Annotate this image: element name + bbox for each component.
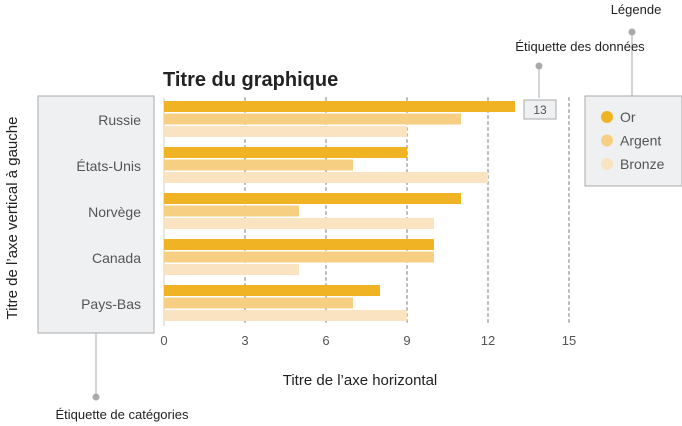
data-label-callout-dot [535, 62, 543, 70]
bar-5-bronze [164, 310, 407, 321]
chart-title: Titre du graphique [163, 69, 338, 91]
category-label-4: Canada [92, 250, 141, 266]
bar-2-argent [164, 159, 353, 171]
x-tick-label-0: 0 [160, 333, 167, 348]
x-tick-label-15: 15 [562, 333, 576, 348]
category-label-2: États-Unis [76, 158, 141, 174]
bar-1-or [164, 101, 515, 112]
legend-swatch-argent [601, 134, 613, 147]
legend-swatch-bronze [601, 158, 613, 170]
category-label-box [37, 95, 155, 334]
bar-2-bronze [164, 172, 488, 183]
bars [164, 101, 515, 321]
category-label-3: Norvège [88, 204, 141, 220]
data-label-box [523, 99, 557, 120]
x-axis-title: Titre de l’axe horizontal [283, 372, 438, 389]
y-axis-title: Titre de l’axe vertical à gauche [4, 117, 21, 320]
legend-callout-dot [628, 28, 636, 36]
x-tick-label-3: 3 [241, 333, 248, 348]
data-label-callout: 13 [523, 99, 557, 120]
legend: Or Argent Bronze [601, 109, 665, 172]
bar-4-bronze [164, 264, 299, 275]
legend-swatch-or [601, 111, 613, 123]
bar-2-or [164, 147, 407, 158]
legend-annotation: Légende [611, 2, 662, 17]
bar-4-argent [164, 251, 434, 263]
category-callout-dot [92, 393, 100, 401]
legend-label-bronze: Bronze [620, 156, 665, 172]
category-labels: Russie États-Unis Norvège Canada Pays-Bas [76, 112, 141, 312]
bar-5-argent [164, 297, 353, 309]
legend-label-argent: Argent [620, 133, 661, 149]
x-tick-label-9: 9 [403, 333, 410, 348]
category-label-annotation: Étiquette de catégories [56, 407, 189, 422]
legend-label-or: Or [620, 109, 636, 125]
bar-5-or [164, 285, 380, 296]
bar-3-argent [164, 205, 299, 217]
category-label-5: Pays-Bas [81, 296, 141, 312]
category-label-1: Russie [98, 112, 141, 128]
bar-3-or [164, 193, 461, 204]
bar-1-bronze [164, 126, 407, 137]
x-tick-label-6: 6 [322, 333, 329, 348]
bar-3-bronze [164, 218, 434, 229]
bar-1-argent [164, 113, 461, 125]
data-label-annotation: Étiquette des données [515, 39, 645, 54]
data-label-value: 13 [533, 103, 547, 117]
bar-4-or [164, 239, 434, 250]
x-tick-label-12: 12 [481, 333, 495, 348]
x-tick-labels: 0 3 6 9 12 15 [160, 333, 576, 348]
